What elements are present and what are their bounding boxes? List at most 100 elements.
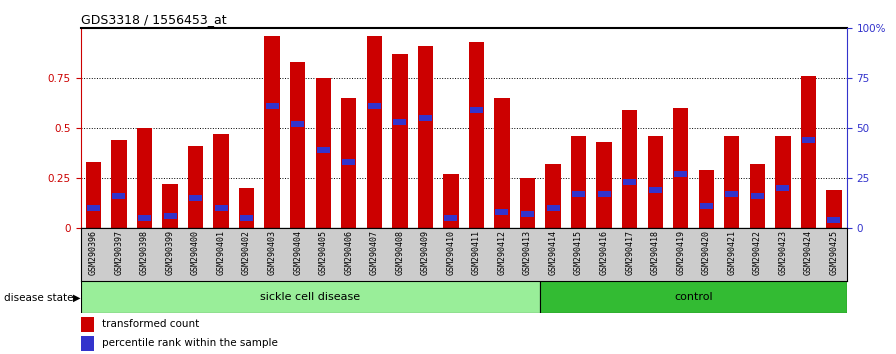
Bar [81,281,540,313]
Bar [546,164,561,228]
Bar [827,217,840,223]
Text: GSM290409: GSM290409 [421,230,430,275]
Bar [648,136,663,228]
Bar [469,42,484,228]
Bar [87,205,100,211]
Bar [189,195,202,201]
Text: GSM290425: GSM290425 [830,230,839,275]
Bar [214,205,228,211]
Bar [86,162,101,228]
Bar [138,215,151,221]
Text: GSM290396: GSM290396 [89,230,98,275]
Bar [239,188,254,228]
Bar [571,136,586,228]
Bar [725,191,738,197]
Bar [802,137,815,143]
Bar [751,193,764,199]
Bar [521,211,534,217]
Bar [444,174,459,228]
Text: GSM290407: GSM290407 [370,230,379,275]
Bar [520,178,535,228]
Bar [495,98,510,228]
Bar [341,98,357,228]
Bar [673,108,688,228]
Text: GSM290422: GSM290422 [753,230,762,275]
Bar [699,170,714,228]
Bar [111,140,126,228]
Bar [291,121,305,127]
Text: GSM290408: GSM290408 [395,230,404,275]
Bar [540,281,847,313]
Text: GSM290406: GSM290406 [344,230,353,275]
Text: GSM290418: GSM290418 [650,230,659,275]
Bar [649,187,662,193]
Text: GSM290401: GSM290401 [217,230,226,275]
Bar [674,171,687,177]
Bar [623,179,636,185]
Text: GSM290420: GSM290420 [702,230,711,275]
Text: sickle cell disease: sickle cell disease [261,292,360,302]
Bar [137,129,152,228]
Text: GSM290423: GSM290423 [779,230,788,275]
Bar [81,337,94,351]
Bar [290,62,306,228]
Bar [750,164,765,228]
Bar [342,159,356,165]
Bar [316,147,330,153]
Text: GSM290398: GSM290398 [140,230,149,275]
Bar [367,103,381,109]
Bar [162,184,177,228]
Bar [444,215,458,221]
Text: ▶: ▶ [73,293,80,303]
Text: percentile rank within the sample: percentile rank within the sample [102,338,278,348]
Text: GSM290403: GSM290403 [268,230,277,275]
Bar [700,203,713,209]
Text: GSM290415: GSM290415 [574,230,583,275]
Text: GSM290399: GSM290399 [166,230,175,275]
Bar [801,76,816,228]
Bar [597,142,612,228]
Text: GSM290400: GSM290400 [191,230,200,275]
Text: control: control [674,292,713,302]
Bar [776,185,789,191]
Bar [112,193,125,199]
Bar [188,146,203,228]
Text: GSM290410: GSM290410 [446,230,455,275]
Bar [366,36,382,228]
Bar [213,134,228,228]
Bar [418,46,433,228]
Bar [826,190,841,228]
Text: GSM290411: GSM290411 [472,230,481,275]
Text: disease state: disease state [4,293,74,303]
Text: transformed count: transformed count [102,319,199,329]
Text: GSM290412: GSM290412 [497,230,506,275]
Bar [264,36,280,228]
Bar [495,209,509,215]
Text: GSM290424: GSM290424 [804,230,813,275]
Text: GSM290413: GSM290413 [523,230,532,275]
Bar [598,191,611,197]
Bar [81,317,94,332]
Text: GSM290405: GSM290405 [319,230,328,275]
Bar [724,136,739,228]
Text: GSM290419: GSM290419 [676,230,685,275]
Text: GSM290397: GSM290397 [115,230,124,275]
Bar [470,107,483,113]
Bar [775,136,790,228]
Text: GSM290414: GSM290414 [548,230,557,275]
Bar [393,119,407,125]
Text: GDS3318 / 1556453_at: GDS3318 / 1556453_at [81,13,227,26]
Text: GSM290402: GSM290402 [242,230,251,275]
Bar [547,205,560,211]
Bar [240,215,254,221]
Bar [163,213,177,219]
Bar [265,103,279,109]
Bar [418,115,432,121]
Bar [315,78,331,228]
Text: GSM290421: GSM290421 [728,230,737,275]
Text: GSM290417: GSM290417 [625,230,634,275]
Text: GSM290404: GSM290404 [293,230,302,275]
Bar [392,54,408,228]
Bar [622,110,637,228]
Text: GSM290416: GSM290416 [599,230,608,275]
